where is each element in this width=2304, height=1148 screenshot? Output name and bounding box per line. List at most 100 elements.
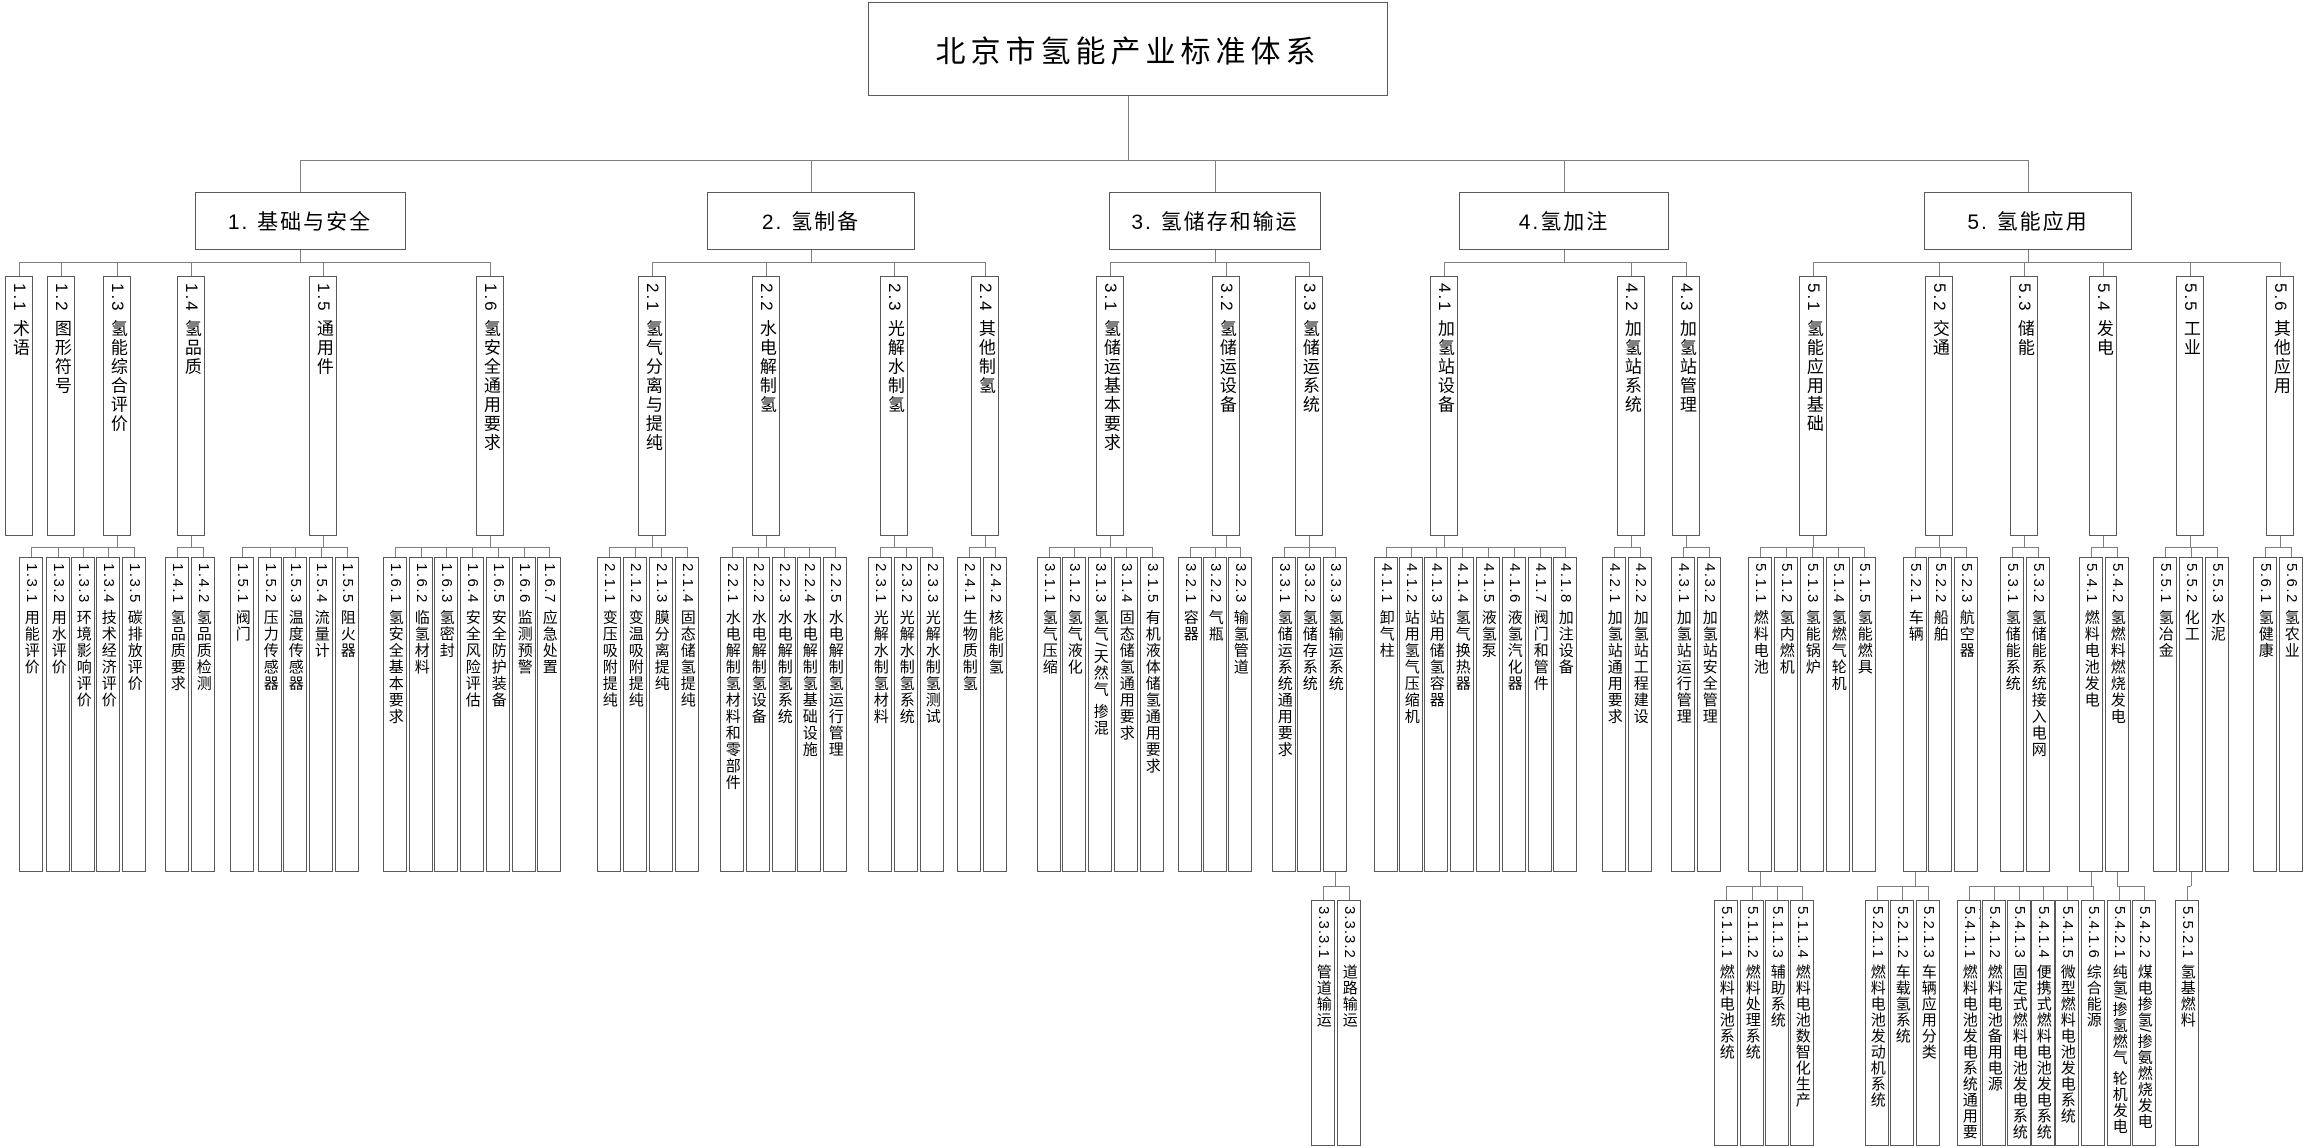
node-2: 2. 氢制备 (707, 192, 915, 250)
connector-line (2043, 886, 2044, 900)
node-5-2-3: 5.2.3 航空器 (1954, 557, 1978, 872)
node-5-3-2: 5.3.2 氢储能系统接入电网 (2026, 557, 2050, 872)
node-3-1-3: 3.1.3 氢气/天然气 掺混 (1088, 557, 1112, 872)
node-2-3-2: 2.3.2 光解水制氢系统 (894, 557, 918, 872)
node-4-1-8: 4.1.8 加注设备 (1553, 557, 1577, 872)
connector-line (1128, 96, 1129, 160)
connector-line (2093, 886, 2094, 900)
node-5-2-1: 5.2.1 车辆 (1903, 557, 1927, 872)
connector-line (2265, 547, 2266, 557)
node-5-2: 5.2 交通 (1925, 276, 1953, 536)
node-1: 1. 基础与安全 (194, 192, 406, 250)
connector-line (1726, 886, 1802, 887)
connector-line (117, 536, 118, 547)
node-1-4-2: 1.4.2 氢品质检测 (191, 557, 215, 872)
connector-line (1152, 547, 1153, 557)
node-1-5-5: 1.5.5 阻火器 (335, 557, 359, 872)
node-1-5-4: 1.5.4 流量计 (309, 557, 333, 872)
node-1-5-3: 1.5.3 温度传感器 (283, 557, 307, 872)
node-4: 4.氢加注 (1459, 192, 1669, 250)
node-2-1-3: 2.1.3 膜分离提纯 (649, 557, 673, 872)
connector-line (1939, 262, 1940, 276)
connector-line (295, 547, 296, 557)
node-5-6-2: 5.6.2 氢农业 (2279, 557, 2303, 872)
node-5-4-1-6: 5.4.1.6 综合能源 (2081, 900, 2105, 1146)
node-2-2-3: 2.2.3 水电解制氢系统 (772, 557, 796, 872)
connector-line (1226, 262, 1227, 276)
node-3-2-3: 3.2.3 输氢管道 (1228, 557, 1252, 872)
node-1-3-2: 1.3.2 用水评价 (46, 557, 70, 872)
connector-line (784, 547, 785, 557)
node-5: 5. 氢能应用 (1924, 192, 2132, 250)
connector-line (1940, 547, 1941, 557)
connector-line (1994, 886, 1995, 900)
connector-line (2119, 886, 2120, 900)
connector-line (1349, 886, 1350, 900)
node-3-1-5: 3.1.5 有机液体储氢通用要求 (1140, 557, 1164, 872)
node-4-1: 4.1 加氢站设备 (1430, 276, 1458, 536)
connector-line (1444, 536, 1445, 547)
node-4-1-4: 4.1.4 氢气换热器 (1450, 557, 1474, 872)
connector-line (2291, 547, 2292, 557)
connector-line (1683, 547, 1709, 548)
connector-line (1110, 262, 1111, 276)
connector-line (323, 262, 324, 276)
connector-line (490, 262, 491, 276)
node-5-2-1-2: 5.2.1.2 车载氢系统 (1890, 900, 1914, 1146)
node-3-3-1: 3.3.1 氢储运系统通用要求 (1272, 557, 1296, 872)
node-5-6: 5.6 其他应用 (2266, 276, 2294, 536)
node-2-3-3: 2.3.3 光解水制氢测试 (920, 557, 944, 872)
connector-line (652, 262, 985, 263)
connector-line (323, 536, 324, 547)
connector-line (969, 547, 970, 557)
node-5-2-1-3: 5.2.1.3 车辆应用分类 (1916, 900, 1940, 1146)
node-5-4-2-2: 5.4.2.2 煤电掺氢/掺氨燃烧发电 (2132, 900, 2156, 1146)
connector-line (1877, 886, 1878, 900)
connector-line (108, 547, 109, 557)
node-5-4-1-4: 5.4.1.4 便携式燃料电池发电系统 (2031, 900, 2055, 1146)
connector-line (2190, 262, 2191, 276)
connector-line (1335, 872, 1336, 886)
node-5-1-1-4: 5.1.1.4 燃料电池数智化生产 (1790, 900, 1814, 1146)
connector-line (1686, 262, 1687, 276)
connector-line (2024, 536, 2025, 547)
connector-line (347, 547, 348, 557)
connector-line (1565, 547, 1566, 557)
connector-line (2187, 886, 2188, 900)
connector-line (270, 547, 271, 557)
connector-line (191, 536, 192, 547)
connector-line (134, 547, 135, 557)
connector-line (995, 547, 996, 557)
connector-line (661, 547, 662, 557)
connector-line (1786, 547, 1787, 557)
node-2-4-2: 2.4.2 核能制氢 (983, 557, 1007, 872)
node-5-4-2-1: 5.4.2.1 纯氢/掺氢燃气 轮机发电 (2107, 900, 2131, 1146)
connector-line (732, 547, 835, 548)
node-1-4-1: 1.4.1 氢品质要求 (165, 557, 189, 872)
connector-line (811, 250, 812, 262)
node-2-1-1: 2.1.1 变压吸附提纯 (597, 557, 621, 872)
connector-line (2091, 547, 2092, 557)
connector-line (1802, 886, 1803, 900)
node-3-3: 3.3 氢储运系统 (1295, 276, 1323, 536)
node-5-1-1-3: 5.1.1.3 辅助系统 (1765, 900, 1789, 1146)
connector-line (1777, 886, 1778, 900)
node-4-2: 4.2 加氢站系统 (1617, 276, 1645, 536)
connector-line (31, 547, 134, 548)
node-4-2-1: 4.2.1 加氢站通用要求 (1602, 557, 1626, 872)
node-5-5-2-1: 5.5.2.1 氢基燃料 (2175, 900, 2199, 1146)
node-5-1-1-2: 5.1.1.2 燃料处理系统 (1740, 900, 1764, 1146)
connector-line (2019, 886, 2020, 900)
connector-line (2190, 536, 2191, 547)
connector-line (1309, 262, 1310, 276)
node-5-1-4: 5.1.4 氢燃气轮机 (1826, 557, 1850, 872)
connector-line (1074, 547, 1075, 557)
connector-line (1614, 547, 1640, 548)
node-2-3: 2.3 光解水制氢 (880, 276, 908, 536)
connector-line (1640, 547, 1641, 557)
node-1-6-4: 1.6.4 安全风险评估 (460, 557, 484, 872)
connector-line (1462, 547, 1463, 557)
node-3-3-2: 3.3.2 氢储存系统 (1297, 557, 1321, 872)
connector-line (1309, 547, 1310, 557)
